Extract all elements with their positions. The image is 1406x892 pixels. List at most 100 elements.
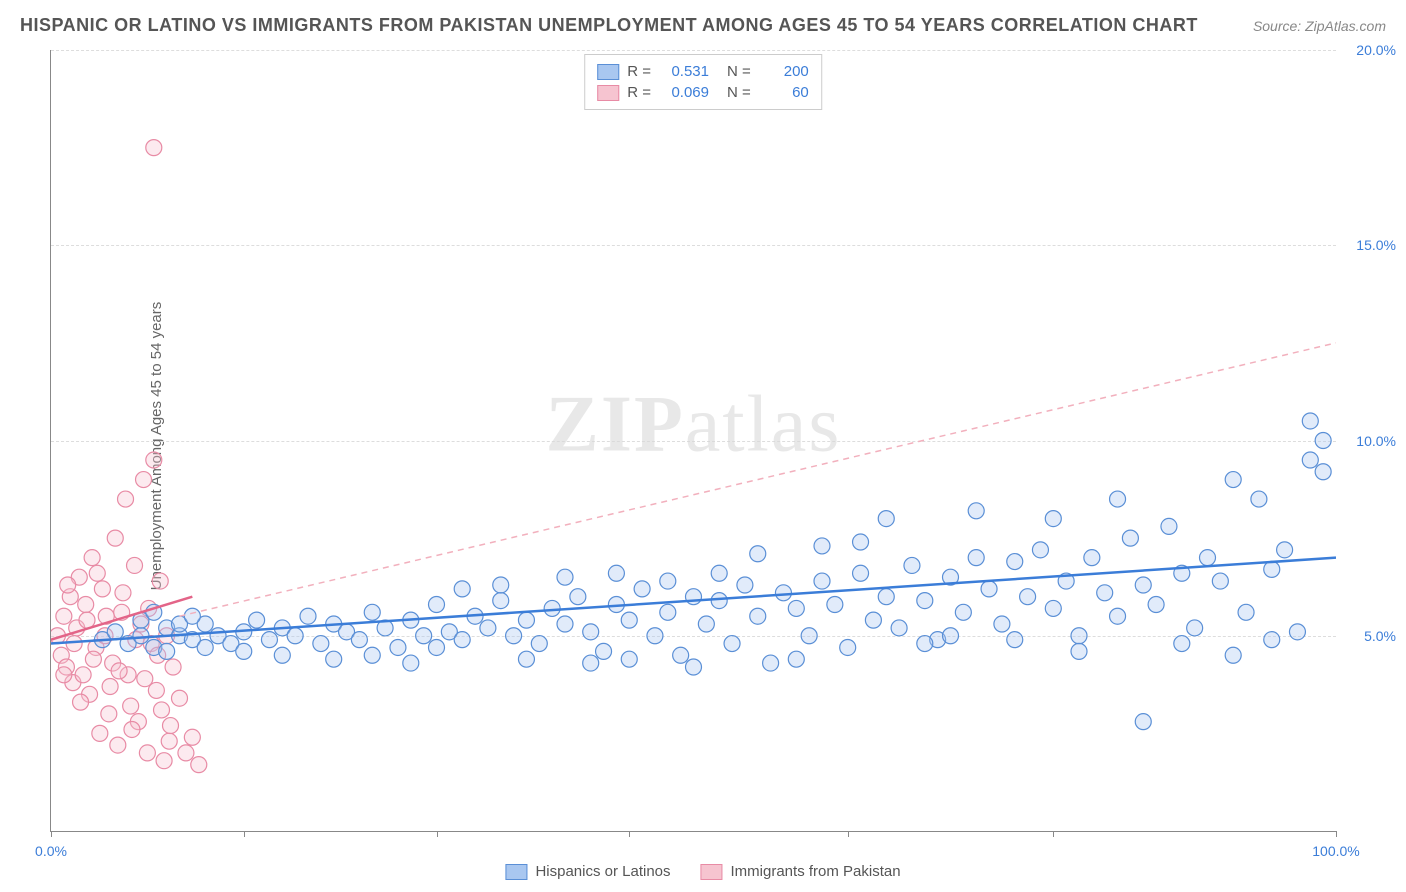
pink-point — [75, 667, 91, 683]
pink-point — [85, 651, 101, 667]
blue-point — [493, 577, 509, 593]
pink-point — [101, 706, 117, 722]
blue-point — [686, 659, 702, 675]
x-tick — [848, 831, 849, 837]
blue-point — [891, 620, 907, 636]
blue-point — [326, 651, 342, 667]
x-tick-label: 100.0% — [1312, 843, 1359, 859]
pink-point — [124, 721, 140, 737]
y-tick-label: 20.0% — [1341, 42, 1396, 58]
pink-point — [161, 733, 177, 749]
pink-point — [172, 690, 188, 706]
blue-point — [300, 608, 316, 624]
pink-point — [191, 757, 207, 773]
legend-row: R =0.069N =60 — [597, 82, 809, 103]
plot-area: ZIPatlas 5.0%10.0%15.0%20.0%0.0%100.0% — [50, 50, 1336, 832]
blue-point — [1032, 542, 1048, 558]
pink-point — [156, 753, 172, 769]
blue-point — [1135, 577, 1151, 593]
blue-point — [583, 624, 599, 640]
n-label: N = — [727, 63, 751, 80]
blue-point — [493, 593, 509, 609]
blue-point — [904, 557, 920, 573]
pink-point — [139, 745, 155, 761]
blue-point — [1302, 452, 1318, 468]
n-value: 60 — [759, 84, 809, 101]
x-tick — [1053, 831, 1054, 837]
blue-point — [1264, 561, 1280, 577]
legend-swatch — [597, 85, 619, 101]
blue-point — [133, 628, 149, 644]
pink-point — [127, 557, 143, 573]
blue-point — [518, 651, 534, 667]
blue-point — [583, 655, 599, 671]
blue-point — [364, 647, 380, 663]
pink-point — [152, 573, 168, 589]
legend-item: Immigrants from Pakistan — [701, 863, 901, 880]
trend-dashed — [180, 343, 1337, 616]
r-label: R = — [627, 84, 651, 101]
pink-point — [89, 565, 105, 581]
blue-point — [596, 643, 612, 659]
blue-point — [1302, 413, 1318, 429]
blue-point — [1174, 636, 1190, 652]
scatter-svg — [51, 50, 1336, 831]
blue-point — [544, 600, 560, 616]
blue-point — [763, 655, 779, 671]
blue-point — [531, 636, 547, 652]
blue-point — [634, 581, 650, 597]
blue-point — [968, 503, 984, 519]
blue-point — [788, 651, 804, 667]
y-tick-label: 15.0% — [1341, 237, 1396, 253]
blue-point — [429, 639, 445, 655]
pink-point — [110, 737, 126, 753]
blue-point — [557, 569, 573, 585]
n-label: N = — [727, 84, 751, 101]
blue-point — [647, 628, 663, 644]
blue-point — [364, 604, 380, 620]
series-legend: Hispanics or Latinos Immigrants from Paki… — [505, 863, 900, 880]
blue-point — [981, 581, 997, 597]
legend-row: R =0.531N =200 — [597, 61, 809, 82]
blue-point — [1200, 550, 1216, 566]
blue-point — [261, 632, 277, 648]
blue-point — [840, 639, 856, 655]
blue-point — [1110, 608, 1126, 624]
source-label: Source: ZipAtlas.com — [1253, 18, 1386, 34]
blue-point — [429, 597, 445, 613]
blue-point — [287, 628, 303, 644]
blue-point — [943, 628, 959, 644]
blue-point — [801, 628, 817, 644]
blue-point — [1264, 632, 1280, 648]
blue-point — [608, 565, 624, 581]
blue-point — [416, 628, 432, 644]
blue-point — [853, 565, 869, 581]
pink-point — [178, 745, 194, 761]
blue-point — [711, 565, 727, 581]
legend-swatch — [701, 864, 723, 880]
blue-point — [1187, 620, 1203, 636]
blue-point — [968, 550, 984, 566]
pink-point — [123, 698, 139, 714]
pink-point — [78, 597, 94, 613]
legend-item: Hispanics or Latinos — [505, 863, 670, 880]
blue-point — [249, 612, 265, 628]
n-value: 200 — [759, 63, 809, 80]
x-tick — [244, 831, 245, 837]
blue-point — [711, 593, 727, 609]
blue-point — [775, 585, 791, 601]
blue-point — [197, 639, 213, 655]
blue-point — [1071, 643, 1087, 659]
blue-point — [1135, 714, 1151, 730]
blue-point — [1007, 632, 1023, 648]
pink-point — [115, 585, 131, 601]
blue-point — [454, 581, 470, 597]
blue-point — [480, 620, 496, 636]
blue-point — [557, 616, 573, 632]
blue-point — [403, 655, 419, 671]
pink-point — [146, 140, 162, 156]
y-tick-label: 10.0% — [1341, 433, 1396, 449]
blue-point — [1045, 511, 1061, 527]
blue-point — [1007, 554, 1023, 570]
blue-point — [621, 612, 637, 628]
